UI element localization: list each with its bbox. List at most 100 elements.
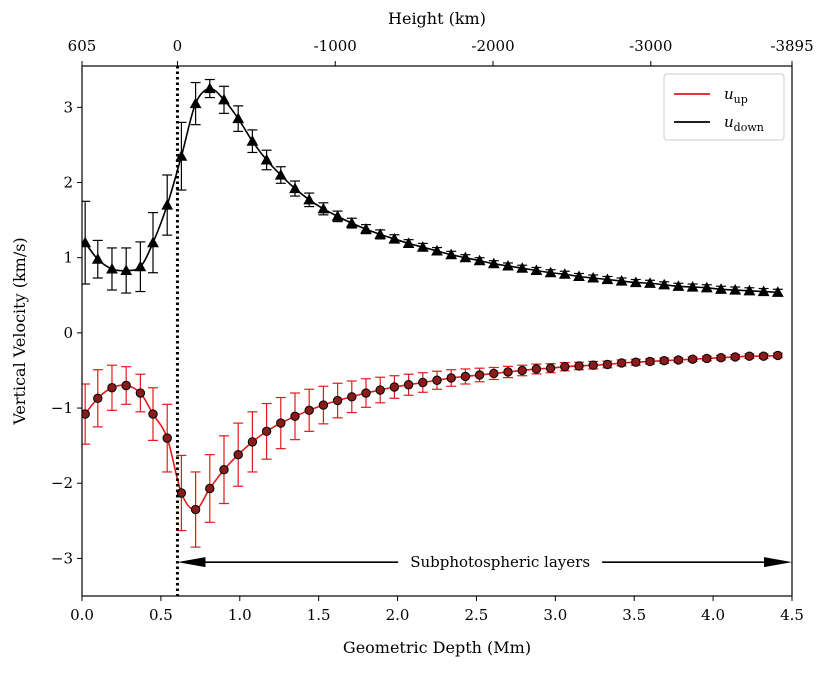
data-point <box>531 364 542 374</box>
data-point <box>246 135 259 146</box>
data-point <box>487 257 500 269</box>
data-point <box>616 358 627 368</box>
data-point <box>445 248 458 260</box>
data-point <box>601 273 614 285</box>
top-x-tick-label: -2000 <box>471 37 514 55</box>
top-x-tick-label: 605 <box>68 37 97 55</box>
data-point <box>374 228 387 239</box>
x-tick-label: 4.5 <box>780 606 804 624</box>
data-point <box>629 276 642 288</box>
data-point <box>233 449 243 460</box>
data-point <box>121 380 131 391</box>
legend-entry-main: u <box>724 113 734 131</box>
x-axis-label: Geometric Depth (Mm) <box>343 638 531 657</box>
data-point <box>686 280 699 292</box>
data-point <box>388 232 401 244</box>
data-point <box>106 262 118 274</box>
annotation-layer: Subphotospheric layers <box>177 553 792 571</box>
data-point <box>673 355 684 365</box>
data-point <box>331 210 344 221</box>
y-tick-label: 2 <box>63 174 73 192</box>
x-tick-label: 3.0 <box>543 606 567 624</box>
legend-box <box>663 73 785 141</box>
data-point <box>120 264 133 276</box>
x-tick-label: 4.0 <box>701 606 725 624</box>
data-point <box>218 93 230 105</box>
data-point <box>289 182 301 194</box>
data-point <box>658 278 671 290</box>
data-point <box>715 283 727 294</box>
y-axis-label: Vertical Velocity (km/s) <box>10 237 29 425</box>
data-point <box>588 360 598 370</box>
data-point <box>716 352 726 363</box>
data-point <box>757 285 770 297</box>
top-x-tick-label: -3000 <box>629 37 672 55</box>
data-point <box>134 260 147 272</box>
data-point <box>702 353 712 364</box>
data-point <box>190 504 201 515</box>
data-point <box>318 400 329 410</box>
data-point <box>530 264 543 276</box>
y-tick-label: 0 <box>63 324 73 342</box>
data-point <box>771 286 784 297</box>
data-point <box>473 254 486 266</box>
data-point <box>545 363 556 373</box>
x-tick-label: 2.0 <box>386 606 410 624</box>
series-layer <box>82 78 784 548</box>
y-tick-label: −1 <box>51 399 73 417</box>
top-x-tick-label: -1000 <box>314 37 357 55</box>
data-point <box>162 433 172 443</box>
data-point <box>560 362 570 372</box>
data-point <box>758 351 769 361</box>
legend-entry-subscript: down <box>734 121 764 134</box>
data-point <box>517 365 527 376</box>
data-point <box>82 409 90 419</box>
data-point <box>516 262 529 273</box>
data-point <box>672 280 685 291</box>
legend-entry-subscript: up <box>734 93 748 106</box>
data-point <box>189 97 202 109</box>
data-point <box>460 371 471 382</box>
data-point <box>474 370 485 380</box>
data-point <box>247 437 258 447</box>
data-point <box>773 350 783 361</box>
data-point <box>602 359 613 370</box>
y-tick-label: 3 <box>63 98 73 116</box>
plot-frame <box>81 65 793 597</box>
data-point <box>219 465 229 475</box>
data-point <box>360 223 372 234</box>
data-point <box>687 354 698 364</box>
top-x-tick-label: -3895 <box>770 37 813 55</box>
data-point <box>260 153 273 165</box>
top-x-axis-label: Height (km) <box>388 9 486 28</box>
x-tick-label: 1.0 <box>228 606 252 624</box>
data-point <box>729 284 742 295</box>
x-tick-label: 1.5 <box>307 606 331 624</box>
data-point <box>730 352 740 362</box>
data-point <box>148 409 158 419</box>
data-point <box>418 377 428 388</box>
series-line <box>84 354 778 511</box>
data-point <box>659 355 669 366</box>
data-point <box>631 357 641 367</box>
data-point <box>304 405 314 416</box>
annotation-arrowhead-right <box>764 557 792 568</box>
data-point <box>232 112 245 124</box>
data-point <box>432 375 442 385</box>
data-point <box>573 270 585 282</box>
data-point <box>91 253 104 264</box>
legend-entry: uup <box>724 85 748 106</box>
data-point <box>402 237 415 248</box>
data-point <box>446 373 456 383</box>
y-tick-label: 1 <box>63 249 73 267</box>
data-point <box>332 395 343 406</box>
annotation-arrowhead-left <box>177 557 206 568</box>
x-tick-label: 2.5 <box>465 606 489 624</box>
x-tick-label: 0.5 <box>149 606 173 624</box>
data-point <box>558 268 571 279</box>
series-u-down <box>82 78 784 297</box>
data-point <box>375 385 385 395</box>
data-point <box>587 271 600 283</box>
data-point <box>574 361 584 371</box>
